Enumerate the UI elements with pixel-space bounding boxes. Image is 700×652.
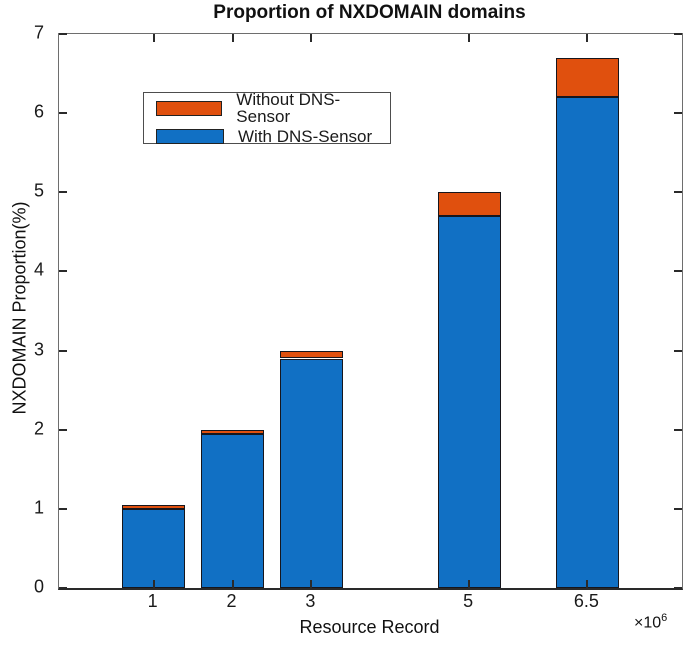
bar-segment-without-dns-sensor [437, 192, 501, 216]
bar-segment-without-dns-sensor [279, 350, 343, 359]
legend-swatch-with [156, 129, 224, 144]
x-tick-label: 2 [226, 591, 237, 611]
bar-segment-with-dns-sensor [122, 508, 186, 588]
y-tick-right [674, 587, 682, 589]
x-tick-label: 3 [305, 591, 316, 611]
x-tick-bottom [152, 580, 155, 588]
legend-entry-with: With DNS-Sensor [156, 128, 390, 145]
x-tick-bottom [468, 580, 471, 588]
y-tick-label: 5 [33, 180, 44, 201]
y-tick-label: 7 [33, 22, 44, 43]
y-tick-right [674, 507, 682, 510]
y-tick-right [674, 428, 682, 431]
x-tick-bottom [586, 580, 589, 588]
x-tick-top [152, 34, 155, 42]
y-tick-left [59, 191, 67, 194]
y-tick-label: 4 [33, 259, 44, 280]
bar-segment-without-dns-sensor [200, 429, 264, 434]
x-tick-top [586, 34, 589, 42]
chart-title: Proportion of NXDOMAIN domains [213, 2, 526, 23]
bar-segment-without-dns-sensor [122, 504, 186, 509]
bar-segment-with-dns-sensor [437, 216, 501, 588]
x-axis-exponent-base: ×10 [634, 614, 662, 632]
bar-segment-with-dns-sensor [555, 97, 619, 588]
y-tick-left [59, 587, 67, 589]
x-tick-bottom [231, 580, 234, 588]
y-tick-label: 3 [33, 339, 44, 360]
y-axis-title: NXDOMAIN Proportion(%) [9, 201, 30, 415]
x-tick-top [468, 34, 471, 42]
y-tick-label: 2 [33, 418, 44, 439]
x-tick-label: 6.5 [573, 591, 599, 611]
y-tick-right [674, 349, 682, 352]
bar-segment-with-dns-sensor [279, 358, 343, 588]
legend: Without DNS-Sensor With DNS-Sensor [143, 91, 391, 145]
x-axis-exponent-label: ×106 [634, 612, 667, 632]
legend-swatch-without [156, 100, 223, 116]
y-tick-left [59, 507, 67, 510]
y-tick-label: 0 [33, 576, 44, 597]
y-tick-left [59, 112, 67, 115]
legend-label-without: Without DNS-Sensor [236, 90, 341, 126]
y-tick-left [59, 349, 67, 352]
x-axis-title: Resource Record [299, 617, 440, 637]
x-tick-label: 5 [463, 591, 474, 611]
y-tick-left [59, 270, 67, 273]
y-tick-left [59, 33, 67, 35]
x-tick-bottom [310, 580, 313, 588]
x-axis-exponent-power: 6 [661, 612, 668, 624]
bar-segment-with-dns-sensor [200, 433, 264, 588]
legend-label-with: With DNS-Sensor [238, 127, 373, 146]
legend-entry-without: Without DNS-Sensor [156, 91, 390, 125]
y-tick-right [674, 270, 682, 273]
x-tick-label: 1 [147, 591, 158, 611]
y-tick-left [59, 428, 67, 431]
y-axis-tick-labels: 0 1 2 3 4 5 6 7 [0, 0, 50, 652]
y-tick-label: 1 [33, 497, 44, 518]
y-tick-right [674, 112, 682, 115]
bar-segment-without-dns-sensor [555, 57, 619, 98]
x-tick-top [231, 34, 234, 42]
y-tick-right [674, 191, 682, 194]
x-tick-top [310, 34, 313, 42]
y-tick-label: 6 [33, 101, 44, 122]
y-tick-right [674, 33, 682, 35]
plot-area: Without DNS-Sensor With DNS-Sensor [58, 33, 683, 590]
